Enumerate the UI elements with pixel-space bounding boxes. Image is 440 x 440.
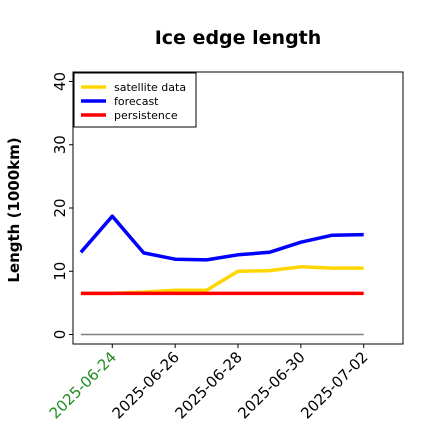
x-tick-label-2025-07-02: 2025-07-02 — [297, 348, 371, 422]
legend-label-satellite-data: satellite data — [114, 81, 186, 94]
plot-area: 0102030402025-06-242025-06-262025-06-282… — [46, 71, 404, 422]
y-tick-label-0: 0 — [51, 330, 69, 340]
y-tick-label-10: 10 — [51, 262, 69, 281]
legend-label-persistence: persistence — [114, 109, 178, 122]
y-axis-label: Length (1000km) — [5, 137, 23, 282]
legend-label-forecast: forecast — [114, 95, 159, 108]
series-line-forecast — [79, 214, 364, 262]
series-line-satellite-data — [80, 265, 364, 296]
y-tick-label-40: 40 — [51, 72, 69, 91]
chart-title: Ice edge length — [155, 27, 322, 49]
y-tick-label-20: 20 — [51, 198, 69, 217]
y-tick-label-30: 30 — [51, 135, 69, 154]
